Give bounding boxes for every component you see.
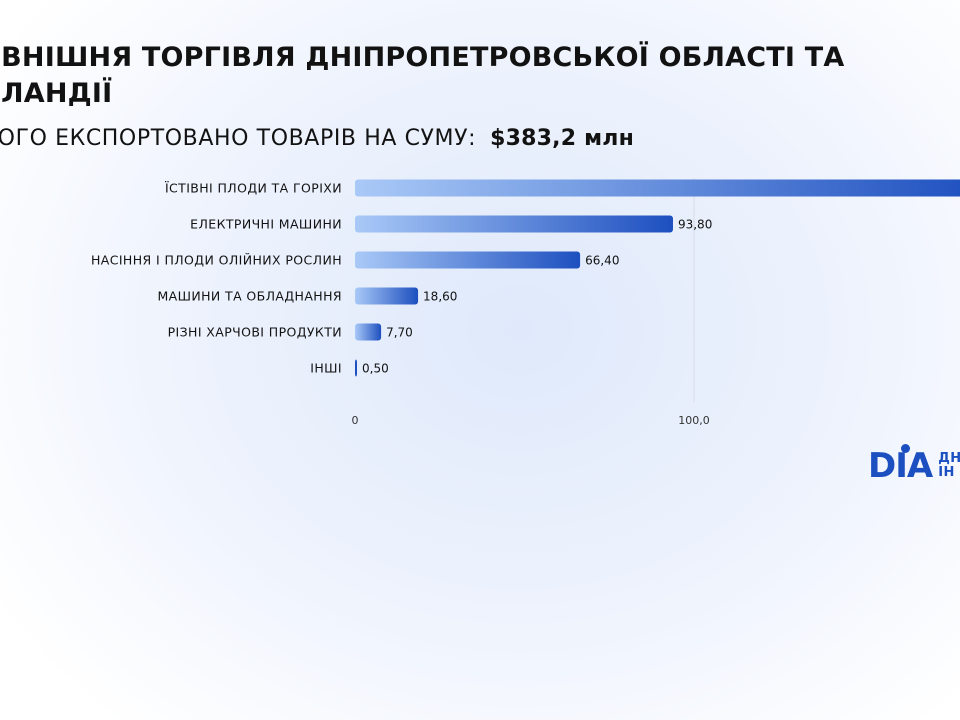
logo-wordmark-line1: ДН [938, 451, 960, 466]
logo-mark-text: DIA [868, 446, 933, 486]
bar-value-label: 0,50 [362, 362, 389, 376]
bar [355, 287, 419, 305]
dia-logo: DIA ДН ІН [868, 444, 960, 486]
logo-dot-icon [901, 444, 910, 453]
logo-mark: DIA [868, 444, 933, 486]
bar [355, 323, 382, 341]
category-label: МАШИНИ ТА ОБЛАДНАННЯ [157, 289, 342, 304]
bar [355, 215, 673, 233]
category-label: ІНШІ [310, 361, 342, 376]
bar [355, 359, 357, 377]
logo-wordmark: ДН ІН [938, 452, 960, 480]
bar-value-label: 93,80 [678, 218, 712, 232]
export-summary-value: $383,2 млн [490, 126, 635, 151]
bar [355, 251, 581, 269]
bar-value-label: 7,70 [386, 326, 413, 340]
export-summary: СЬОГО ЕКСПОРТОВАНО ТОВАРІВ НА СУМУ: $383,… [0, 126, 634, 151]
logo-wordmark-line2: ІН [938, 465, 955, 480]
category-label: ЕЛЕКТРИЧНІ МАШИНИ [190, 217, 342, 232]
bar [355, 179, 960, 197]
bar-value-label: 18,60 [423, 290, 457, 304]
category-label: РІЗНІ ХАРЧОВІ ПРОДУКТИ [168, 325, 342, 340]
export-summary-label: СЬОГО ЕКСПОРТОВАНО ТОВАРІВ НА СУМУ: [0, 126, 477, 151]
x-tick-label: 100,0 [678, 414, 710, 427]
bar-value-label: 66,40 [585, 254, 619, 268]
category-label: ЇСТІВНІ ПЛОДИ ТА ГОРІХИ [165, 181, 342, 196]
category-label: НАСІННЯ І ПЛОДИ ОЛІЙНИХ РОСЛИН [91, 253, 342, 268]
page-title: ОВНІШНЯ ТОРГІВЛЯ ДНІПРОПЕТРОВСЬКОЇ ОБЛАС… [0, 42, 845, 109]
bar-chart: 0 100,0 ЇСТІВНІ ПЛОДИ ТА ГОРІХИ ЕЛЕКТРИЧНІ … [91, 178, 960, 427]
x-tick-label: 0 [352, 414, 359, 427]
